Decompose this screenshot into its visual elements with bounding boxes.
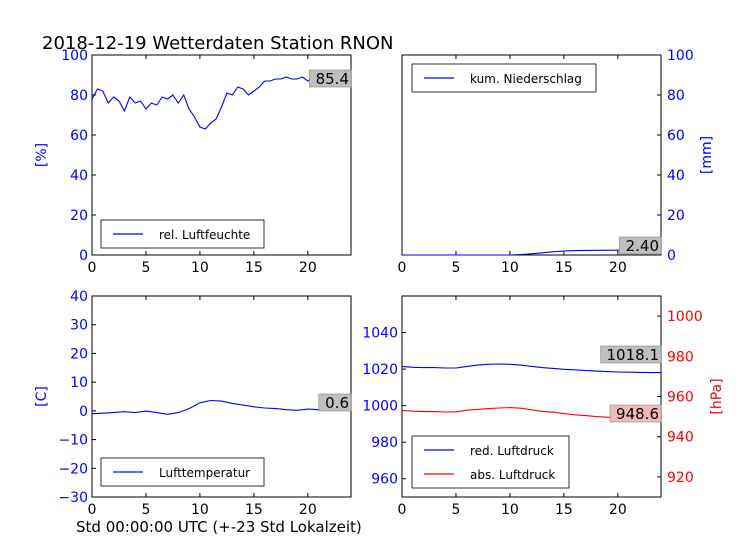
precip-panel: 0 5 10 15 20 0 20 40 60 80 100 [mm] kum. Niederschla… [398,48,715,276]
pressure-panel: 0 5 10 15 20 960 980 1000 1020 1040 920 940 960 980 10… [362,295,725,518]
legend-label: kum. Niederschlag [470,72,582,86]
x-tick-label: 15 [245,502,263,518]
legend-label: abs. Luftdruck [470,468,555,482]
y-right-axis-label: [hPa] [709,378,725,414]
y-tick-label: 0 [79,248,88,264]
y-tick-label: 1020 [362,362,398,378]
series-line [91,76,352,130]
y-right-tick-label: 920 [667,470,694,486]
value-box [318,393,352,412]
y-tick-label: 20 [70,208,88,224]
y-right-tick-label: 980 [667,349,694,365]
y-tick-label: 40 [667,168,685,184]
y-tick-label: 100 [667,48,694,64]
series-line [402,249,661,256]
y-tick-label: 60 [667,128,685,144]
y-tick-label: 60 [70,128,88,144]
y-tick-label: 30 [70,318,88,334]
x-tick-label: 10 [191,260,209,276]
x-tick-label: 5 [451,260,460,276]
value-box [309,69,352,88]
value-label: 1018.1 [607,346,660,364]
x-tick-label: 0 [88,502,97,518]
x-tick-label: 15 [555,260,573,276]
humidity-panel: 0 5 10 15 20 0 20 40 60 80 100 [%] rel. Luftfeuchte 8… [34,48,352,276]
temperature-panel: 0 5 10 15 20 −30 −20 −10 0 10 20 30 40 [C] Lufttempera… [34,289,352,518]
y-tick-label: 20 [70,346,88,362]
y-tick-label: 0 [79,404,88,420]
y-tick-label: −20 [58,461,88,477]
value-box [609,404,662,423]
series-line [91,399,351,415]
x-tick-label: 5 [141,502,150,518]
x-tick-label: 0 [398,260,407,276]
legend-label: Lufttemperatur [159,466,250,480]
legend-label: rel. Luftfeuchte [159,228,250,242]
y-tick-label: 100 [61,48,88,64]
value-box [619,236,662,255]
x-tick-label: 15 [555,502,573,518]
x-tick-label: 20 [299,260,317,276]
y-tick-label: 980 [371,435,398,451]
y-tick-label: 20 [667,208,685,224]
x-tick-label: 10 [501,502,519,518]
value-label: 2.40 [626,237,659,255]
y-right-tick-label: 960 [667,390,694,406]
y-tick-label: −30 [58,490,88,506]
y-axis-label: [mm] [699,136,715,174]
y-tick-label: 40 [70,168,88,184]
value-label: 0.6 [325,394,349,412]
x-tick-label: 10 [191,502,209,518]
x-tick-label: 0 [398,502,407,518]
x-tick-label: 0 [88,260,97,276]
figure-title: 2018-12-19 Wetterdaten Station RNON [42,33,393,54]
x-tick-label: 20 [609,502,627,518]
y-axis-label: [%] [34,143,50,167]
x-tick-label: 5 [141,260,150,276]
y-right-tick-label: 940 [667,430,694,446]
y-right-tick-label: 1000 [667,309,703,325]
y-tick-label: 1040 [362,326,398,342]
y-tick-label: 80 [70,88,88,104]
value-label: 948.6 [616,405,659,423]
y-tick-label: 80 [667,88,685,104]
x-tick-label: 10 [501,260,519,276]
legend-box [411,435,570,489]
y-tick-label: −10 [58,433,88,449]
precip-frame [401,54,662,256]
legend-label: red. Luftdruck [470,444,554,458]
value-box [600,345,662,364]
y-tick-label: 40 [70,289,88,305]
x-axis-label: Std 00:00:00 UTC (+-23 Std Lokalzeit) [76,518,362,536]
series-line [401,363,661,374]
y-tick-label: 10 [70,375,88,391]
humidity-frame [91,54,352,256]
y-axis-label: [C] [34,386,50,407]
x-tick-label: 20 [609,260,627,276]
x-tick-label: 15 [245,260,263,276]
x-tick-label: 5 [451,502,460,518]
x-tick-label: 20 [299,502,317,518]
value-label: 85.4 [316,70,349,88]
y-tick-label: 1000 [362,399,398,415]
y-tick-label: 0 [667,248,676,264]
y-tick-label: 960 [371,472,398,488]
